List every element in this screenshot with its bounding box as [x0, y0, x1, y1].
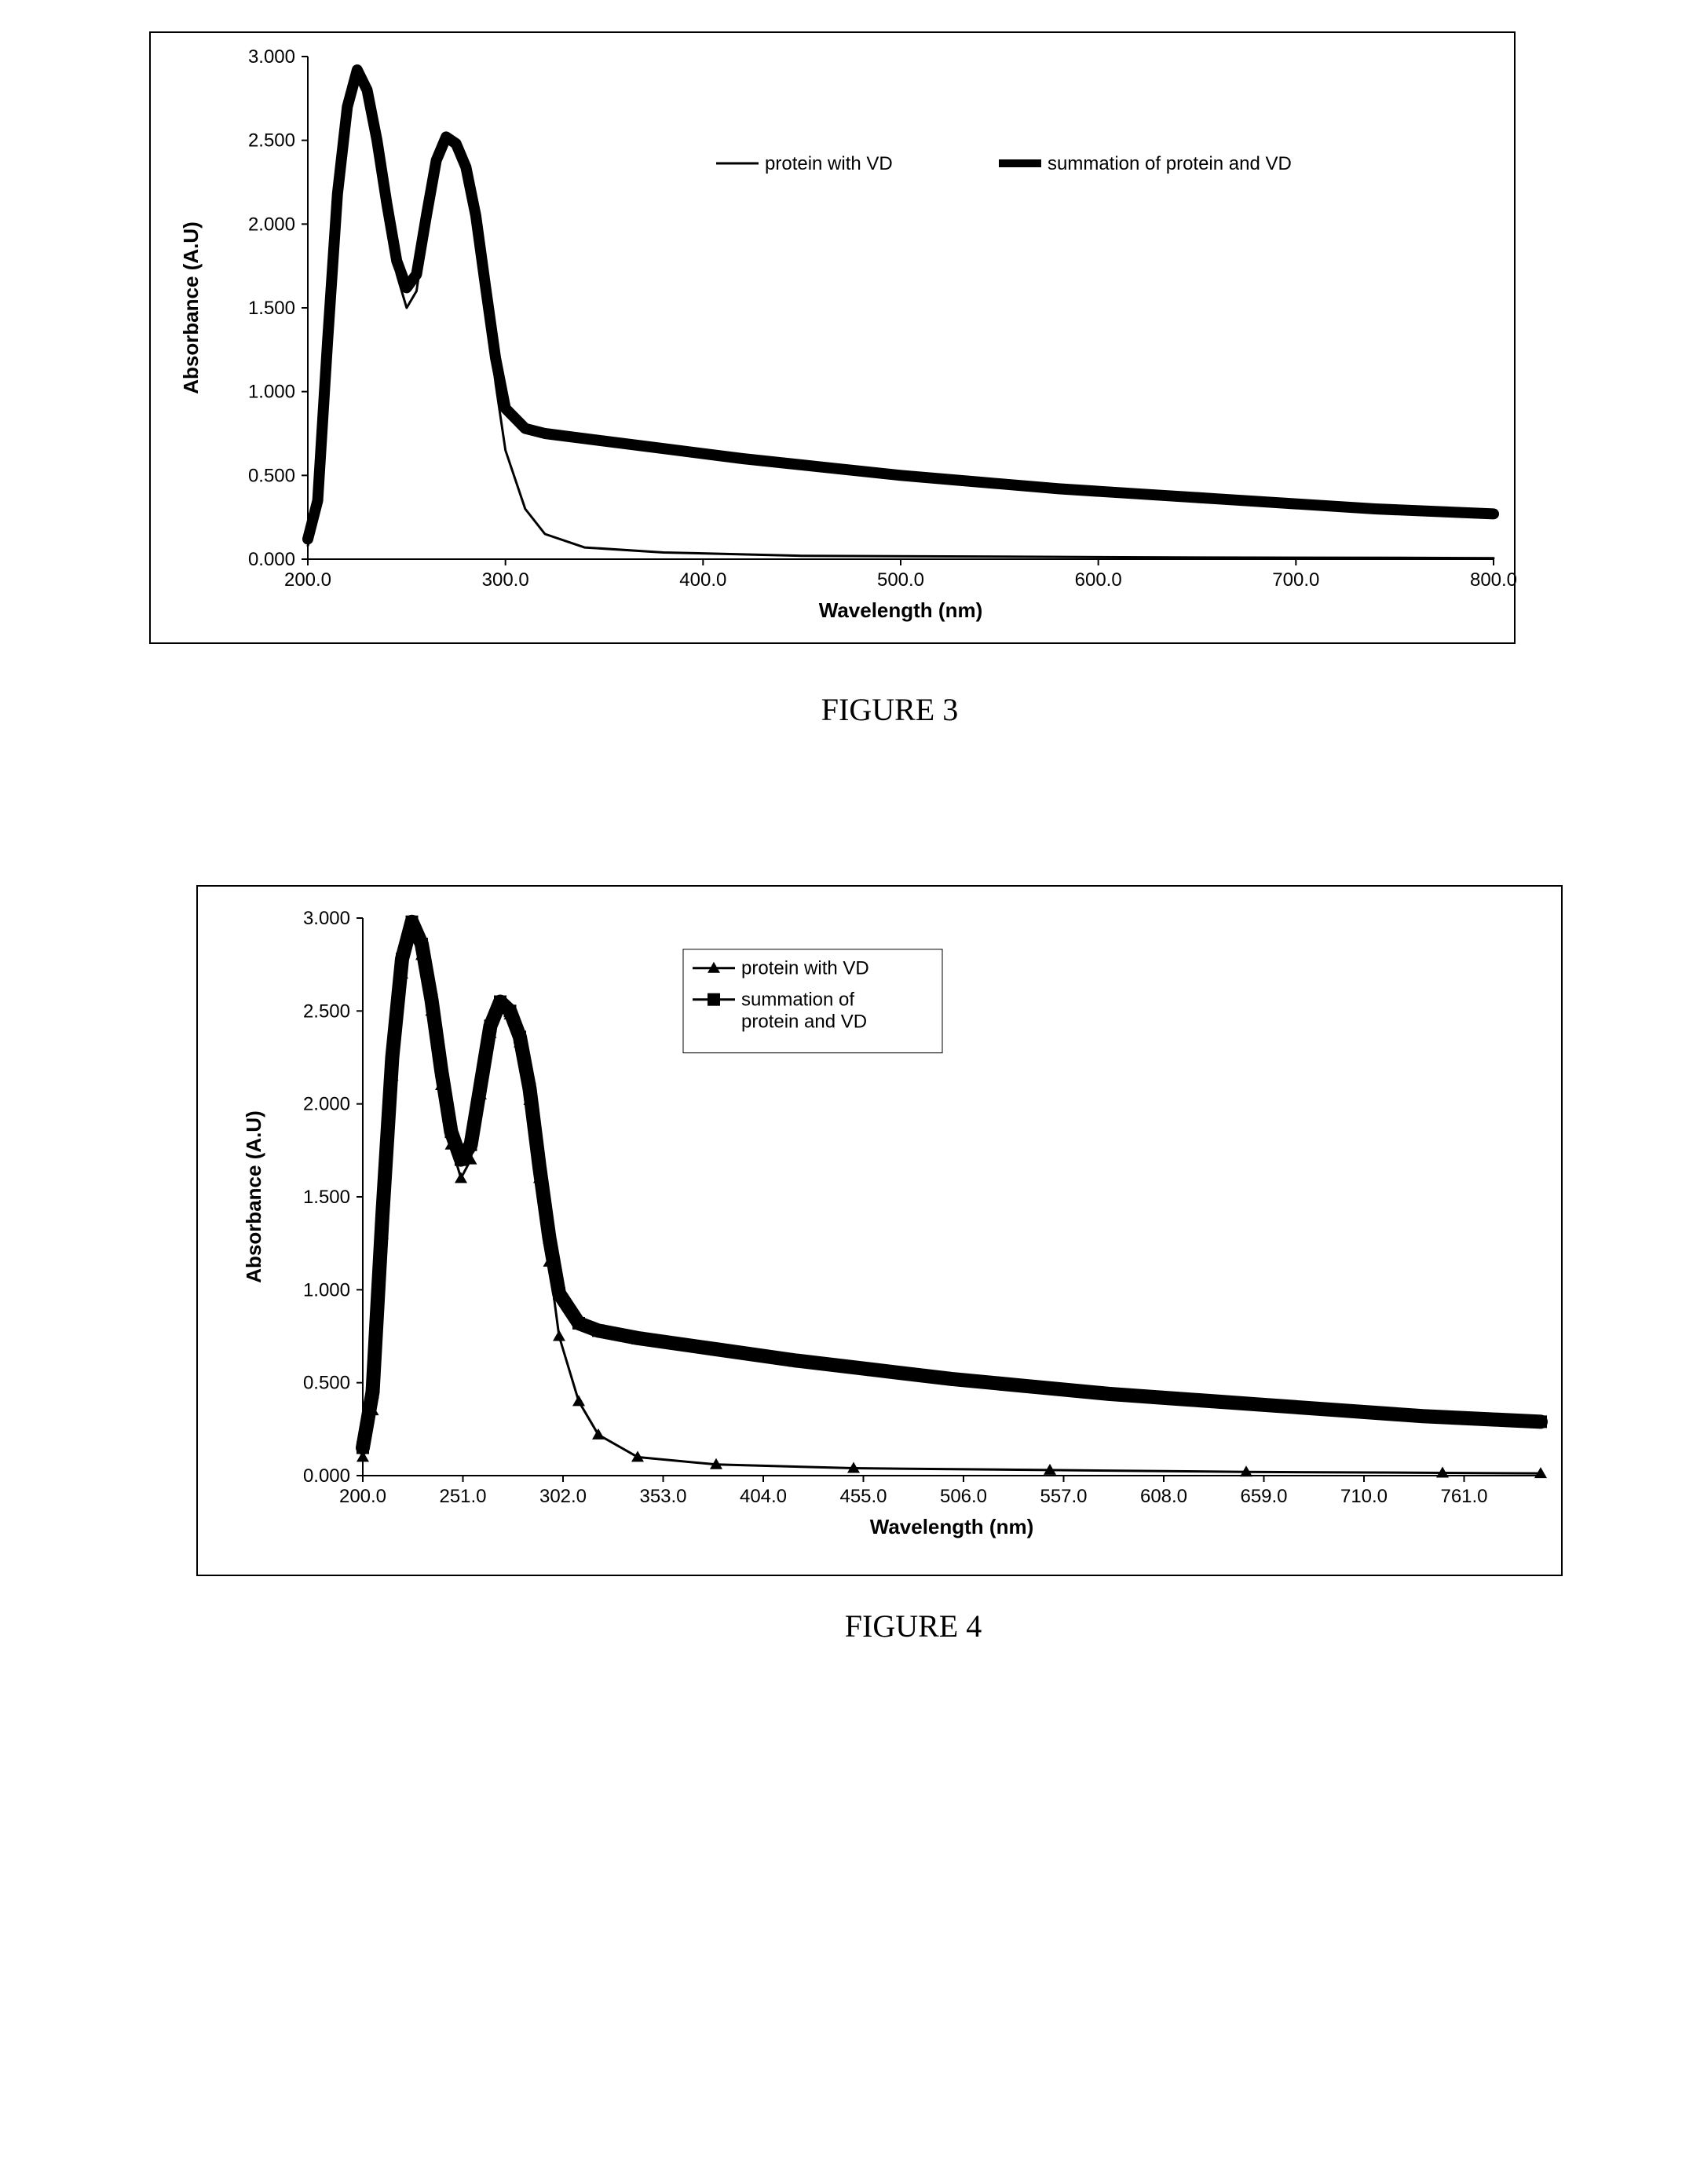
svg-text:302.0: 302.0: [539, 1486, 587, 1507]
svg-text:Absorbance (A.U): Absorbance (A.U): [242, 1110, 265, 1283]
svg-text:1.500: 1.500: [248, 298, 295, 319]
svg-text:600.0: 600.0: [1075, 569, 1122, 591]
figure-4-frame: 0.000 0.500 1.000 1.500 2.000 2.500 3.000 200.0…: [196, 885, 1563, 1576]
svg-text:500.0: 500.0: [877, 569, 924, 591]
svg-text:1.000: 1.000: [303, 1279, 350, 1301]
svg-text:1.000: 1.000: [248, 382, 295, 403]
svg-text:200.0: 200.0: [284, 569, 331, 591]
svg-text:251.0: 251.0: [439, 1486, 486, 1507]
svg-text:Wavelength (nm): Wavelength (nm): [870, 1515, 1033, 1538]
svg-text:0.000: 0.000: [303, 1465, 350, 1487]
svg-text:2.000: 2.000: [303, 1094, 350, 1115]
svg-text:400.0: 400.0: [679, 569, 726, 591]
svg-text:protein and VD: protein and VD: [741, 1012, 867, 1033]
svg-text:summation of: summation of: [741, 990, 854, 1011]
svg-text:protein with VD: protein with VD: [741, 958, 869, 979]
figure-3-frame: 0.000 0.500 1.000 1.500 2.000 2.500 3.000 200.0…: [149, 31, 1516, 644]
svg-text:659.0: 659.0: [1240, 1486, 1287, 1507]
svg-text:506.0: 506.0: [940, 1486, 987, 1507]
figure-3-block: 0.000 0.500 1.000 1.500 2.000 2.500 3.000 200.0…: [149, 31, 1630, 728]
svg-text:404.0: 404.0: [740, 1486, 787, 1507]
svg-text:0.000: 0.000: [248, 549, 295, 570]
svg-text:protein with VD: protein with VD: [765, 153, 893, 174]
svg-text:Wavelength (nm): Wavelength (nm): [819, 598, 982, 622]
svg-text:455.0: 455.0: [839, 1486, 887, 1507]
svg-text:3.000: 3.000: [248, 46, 295, 68]
svg-text:3.000: 3.000: [303, 908, 350, 929]
svg-text:353.0: 353.0: [639, 1486, 686, 1507]
svg-text:710.0: 710.0: [1340, 1486, 1388, 1507]
svg-text:1.500: 1.500: [303, 1187, 350, 1208]
svg-text:200.0: 200.0: [339, 1486, 386, 1507]
svg-text:761.0: 761.0: [1440, 1486, 1487, 1507]
svg-text:2.000: 2.000: [248, 214, 295, 235]
svg-text:2.500: 2.500: [303, 1001, 350, 1022]
svg-text:Absorbance (A.U): Absorbance (A.U): [179, 221, 203, 394]
figure-4-block: 0.000 0.500 1.000 1.500 2.000 2.500 3.000 200.0…: [196, 885, 1630, 1644]
svg-text:557.0: 557.0: [1040, 1486, 1087, 1507]
svg-text:summation of protein and VD: summation of protein and VD: [1048, 153, 1292, 174]
svg-text:700.0: 700.0: [1272, 569, 1319, 591]
svg-text:800.0: 800.0: [1470, 569, 1517, 591]
figure-3-caption: FIGURE 3: [149, 691, 1630, 728]
svg-text:2.500: 2.500: [248, 130, 295, 152]
svg-text:300.0: 300.0: [482, 569, 529, 591]
figure-4-caption: FIGURE 4: [196, 1608, 1630, 1644]
svg-text:0.500: 0.500: [303, 1373, 350, 1394]
svg-text:608.0: 608.0: [1140, 1486, 1187, 1507]
svg-text:0.500: 0.500: [248, 465, 295, 486]
